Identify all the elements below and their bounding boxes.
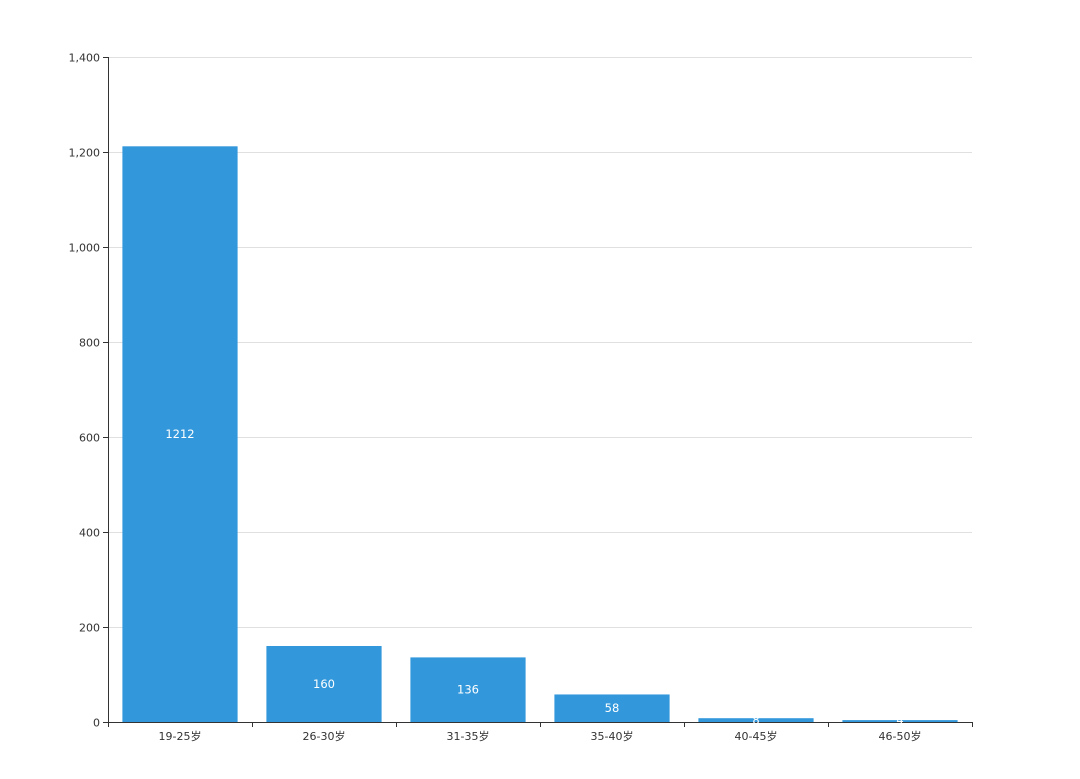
bar-value-label: 136: [457, 683, 479, 697]
x-tick-label: 31-35岁: [447, 729, 490, 743]
bar-value-label: 58: [605, 701, 620, 715]
bar-value-labels: 1212 160 136 58 8 4: [165, 427, 903, 727]
y-tick-label: 1,200: [69, 147, 101, 160]
y-axis-tick-labels: 0 200 400 600 800 1,000 1,200 1,400: [69, 52, 101, 730]
x-tick-label: 35-40岁: [591, 729, 634, 743]
x-tick-label: 19-25岁: [159, 729, 202, 743]
y-tick-label: 200: [79, 622, 100, 635]
x-tick-label: 40-45岁: [735, 729, 778, 743]
bars: [122, 146, 958, 723]
y-tick-label: 1,000: [69, 242, 101, 255]
bar-5: [698, 718, 814, 722]
y-tick-label: 0: [93, 717, 100, 730]
bar-1: [122, 146, 238, 723]
y-tick-label: 400: [79, 527, 100, 540]
bar-3: [410, 657, 526, 722]
bar-6: [842, 720, 958, 722]
y-tick-label: 600: [79, 432, 100, 445]
bar-4: [554, 694, 670, 722]
bar-value-label: 160: [313, 677, 335, 691]
bar-value-label: 4: [896, 713, 903, 727]
x-tick-label: 46-50岁: [879, 729, 922, 743]
x-tick-label: 26-30岁: [303, 729, 346, 743]
x-axis-tick-labels: 19-25岁 26-30岁 31-35岁 35-40岁 40-45岁 46-50岁: [159, 729, 922, 743]
axes: [103, 57, 973, 727]
y-tick-label: 800: [79, 337, 100, 350]
grid-lines: [108, 57, 972, 628]
bar-value-label: 1212: [165, 427, 194, 441]
y-tick-label: 1,400: [69, 52, 101, 65]
bar-2: [266, 646, 382, 722]
bar-value-label: 8: [752, 713, 759, 727]
